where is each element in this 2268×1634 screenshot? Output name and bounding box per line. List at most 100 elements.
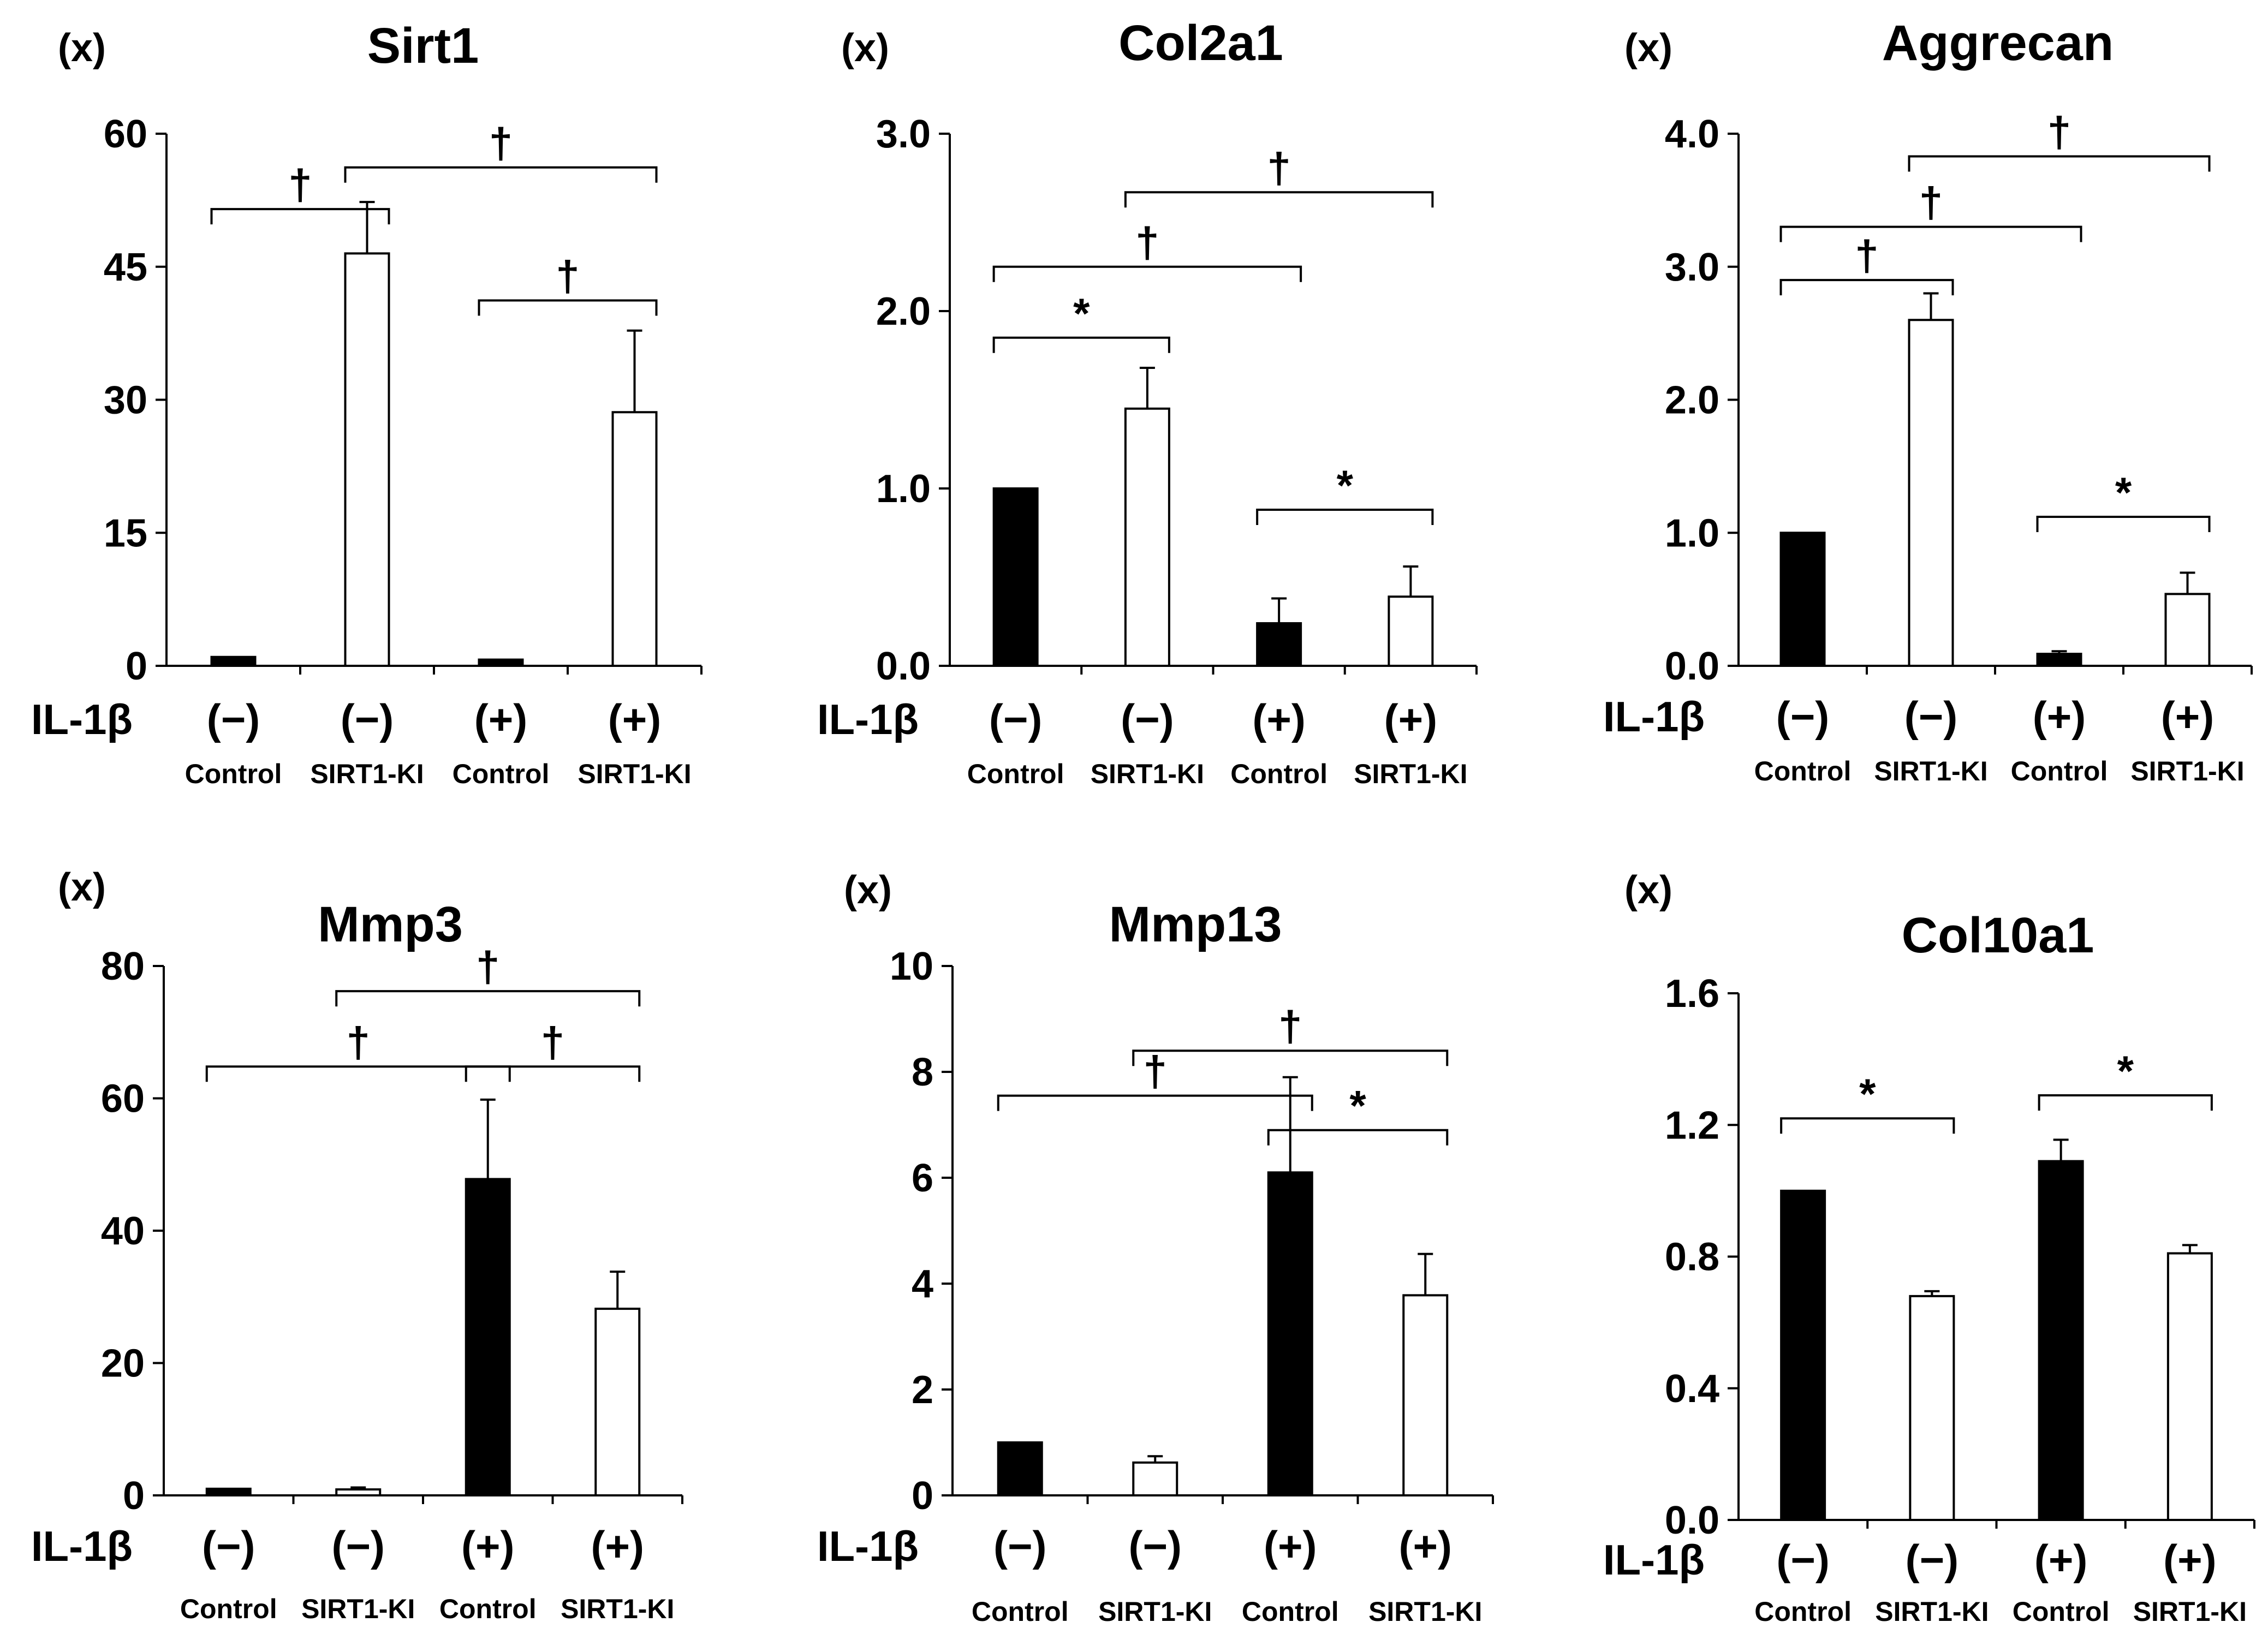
bar (1388, 595, 1434, 667)
significance-marker: † (1135, 218, 1159, 266)
category-label: SIRT1-KI (2130, 756, 2244, 786)
treatment-label: (+) (2034, 1536, 2088, 1584)
category-label: Control (1754, 1596, 1852, 1627)
y-tick-label: 0 (912, 1474, 933, 1518)
treatment-label: (−) (207, 695, 260, 743)
significance-bracket (210, 208, 390, 225)
bar (344, 252, 390, 667)
bar (992, 487, 1039, 667)
y-tick-label: 3.0 (1665, 246, 1719, 289)
treatment-label: (+) (474, 695, 528, 743)
bar (1909, 1295, 1955, 1521)
bar (1256, 622, 1302, 667)
y-tick-label: 3.0 (876, 112, 931, 156)
bar (2036, 653, 2082, 667)
bar (1132, 1461, 1178, 1497)
significance-marker: † (288, 160, 312, 208)
treatment-label: (+) (2033, 693, 2086, 741)
significance-bracket (992, 265, 1302, 282)
chart-title: Mmp13 (1109, 897, 1282, 952)
category-label: Control (1754, 756, 1852, 786)
y-tick-label: 0.0 (1665, 1499, 1719, 1542)
significance-bracket (478, 299, 658, 316)
chart-panel-aggrecan: Aggrecan (x) 0.0 1.0 2.0 3.0 4.0 † † † * IL-1β (−) (−… (1603, 15, 2253, 786)
significance-marker: † (2047, 108, 2071, 156)
significance-bracket (992, 336, 1170, 353)
treatment-label: (+) (1252, 695, 1306, 743)
bar (594, 1308, 641, 1496)
category-label: Control (1230, 759, 1328, 789)
y-tick-label: 0 (126, 645, 147, 688)
category-label: Control (185, 759, 282, 789)
y-tick-label: 40 (101, 1209, 145, 1253)
y-tick-label: 1.0 (876, 467, 931, 511)
significance-bracket (1779, 225, 2082, 242)
bar (1908, 319, 1954, 667)
significance-marker: † (1267, 144, 1290, 192)
significance-marker: * (1073, 289, 1090, 337)
bar (465, 1178, 511, 1497)
y-unit-label: (x) (1624, 26, 1672, 70)
treatment-label: (−) (341, 695, 394, 743)
chart-title: Col2a1 (1118, 15, 1283, 71)
y-tick-label: 0 (123, 1474, 145, 1518)
treatment-label: (+) (1264, 1522, 1317, 1570)
chart-title: Sirt1 (367, 18, 479, 74)
y-tick-label: 4 (912, 1262, 933, 1306)
significance-marker: † (1278, 1002, 1302, 1050)
bar (1402, 1294, 1449, 1497)
treatment-label: (+) (1399, 1522, 1453, 1570)
y-tick-label: 6 (912, 1156, 933, 1200)
y-tick-label: 1.2 (1665, 1104, 1719, 1147)
significance-bracket (335, 990, 641, 1007)
significance-bracket (1780, 1117, 1955, 1134)
significance-marker: † (489, 119, 513, 167)
treatment-label: (−) (1904, 693, 1958, 741)
category-label: SIRT1-KI (310, 759, 424, 789)
chart-panel-sirt1: Sirt1 (x) 0 15 30 45 60 † † † IL-1β (−) (−) (+) (+) Con… (31, 18, 703, 789)
bar (2038, 1160, 2084, 1521)
significance-bracket (1779, 279, 1954, 296)
y-tick-label: 20 (101, 1342, 145, 1386)
significance-bracket (997, 1094, 1313, 1111)
y-tick-label: 45 (104, 246, 147, 289)
significance-bracket (1132, 1049, 1449, 1066)
y-tick-label: 60 (104, 112, 147, 156)
chart-panel-mmp13: Mmp13 (x) 0 2 4 6 8 10 † † * IL-1β (−) (−) (+) (+) Contr… (817, 868, 1494, 1627)
bar (611, 411, 658, 667)
category-label: Control (1242, 1596, 1339, 1627)
category-label: SIRT1-KI (301, 1594, 415, 1624)
significance-bracket (205, 1065, 511, 1082)
significance-marker: † (1144, 1047, 1167, 1095)
significance-bracket (1256, 509, 1434, 525)
bar (205, 1487, 252, 1496)
significance-marker: † (476, 943, 499, 991)
significance-bracket (1908, 155, 2211, 172)
il1b-row-label: IL-1β (1603, 1536, 1705, 1584)
treatment-label: (+) (2163, 1536, 2217, 1584)
significance-bracket (344, 166, 658, 183)
bar (1267, 1171, 1313, 1497)
category-label: SIRT1-KI (561, 1594, 674, 1624)
y-unit-label: (x) (1624, 868, 1672, 912)
significance-bracket (2038, 1094, 2213, 1111)
bar (1779, 532, 1826, 667)
y-unit-label: (x) (841, 26, 889, 70)
treatment-label: (−) (1776, 1536, 1830, 1584)
chart-panel-mmp3: Mmp3 (x) 0 20 40 60 80 † † † IL-1β (−) (−) (+) (+) Cont… (31, 866, 683, 1624)
y-tick-label: 0.0 (876, 645, 931, 688)
il1b-row-label: IL-1β (817, 695, 919, 743)
treatment-label: (−) (1906, 1536, 1959, 1584)
significance-bracket (1267, 1129, 1449, 1146)
y-tick-label: 1.6 (1665, 972, 1719, 1016)
bar (1124, 407, 1170, 667)
y-tick-label: 4.0 (1665, 112, 1719, 156)
treatment-label: (+) (1384, 695, 1438, 743)
il1b-row-label: IL-1β (31, 695, 133, 743)
bar (1780, 1189, 1826, 1521)
significance-marker: * (2117, 1047, 2134, 1095)
chart-title: Mmp3 (318, 897, 463, 952)
significance-marker: † (556, 252, 579, 300)
significance-marker: * (1337, 461, 1354, 509)
